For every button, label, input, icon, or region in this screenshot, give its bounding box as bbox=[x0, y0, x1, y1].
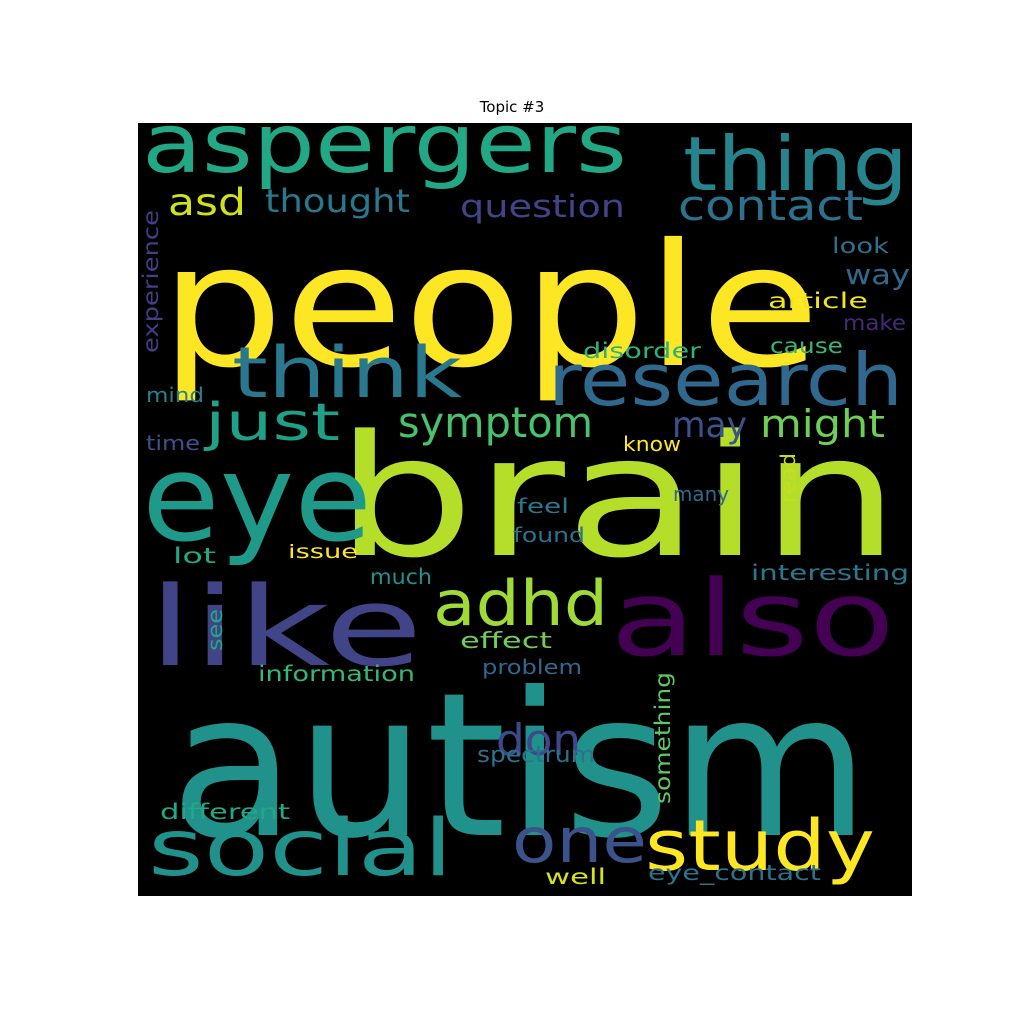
word-just: just bbox=[204, 393, 340, 453]
word-might: might bbox=[760, 402, 885, 446]
word-social: social bbox=[148, 804, 453, 894]
word-read: read bbox=[776, 453, 800, 503]
word-make: make bbox=[843, 311, 906, 335]
chart-title: Topic #3 bbox=[479, 98, 545, 116]
word-found: found bbox=[513, 523, 585, 547]
word-eye: eye bbox=[142, 430, 372, 569]
word-effect: effect bbox=[460, 629, 553, 654]
word-aspergers: aspergers bbox=[142, 97, 627, 192]
word-eye-contact: eye_contact bbox=[648, 861, 821, 886]
word-much: much bbox=[370, 565, 432, 589]
word-contact: contact bbox=[678, 181, 863, 230]
word-don: don bbox=[496, 715, 581, 766]
word-cause: cause bbox=[770, 334, 843, 358]
word-thought: thought bbox=[265, 182, 410, 220]
word-mind: mind bbox=[146, 383, 204, 407]
word-question: question bbox=[460, 189, 625, 225]
word-study: study bbox=[645, 805, 875, 887]
word-asd: asd bbox=[168, 181, 246, 224]
word-thing: thing bbox=[683, 120, 908, 208]
word-know: know bbox=[623, 432, 681, 456]
word-article: article bbox=[768, 289, 868, 313]
word-look: look bbox=[832, 234, 890, 258]
word-people: people bbox=[160, 208, 820, 406]
word-information: information bbox=[258, 662, 415, 686]
word-issue: issue bbox=[288, 541, 358, 563]
word-experience: experience bbox=[139, 210, 163, 353]
word-see: see bbox=[203, 609, 227, 651]
word-also: also bbox=[610, 558, 895, 680]
word-symptom: symptom bbox=[398, 398, 593, 447]
word-research: research bbox=[548, 338, 903, 422]
word-interesting: interesting bbox=[751, 561, 909, 585]
word-problem: problem bbox=[482, 655, 582, 679]
word-time: time bbox=[146, 431, 200, 455]
word-may: may bbox=[672, 405, 747, 446]
word-way: way bbox=[845, 258, 910, 291]
word-feel: feel bbox=[517, 494, 569, 518]
word-adhd: adhd bbox=[433, 567, 608, 640]
word-autism: autism bbox=[170, 650, 870, 883]
word-spectrum: spectrum bbox=[477, 743, 595, 768]
word-well: well bbox=[545, 865, 606, 889]
word-something: something bbox=[651, 672, 675, 804]
word-many: many bbox=[673, 482, 729, 506]
word-lot: lot bbox=[173, 544, 216, 568]
word-think: think bbox=[232, 332, 463, 414]
word-disorder: disorder bbox=[583, 339, 701, 363]
word-brain: brain bbox=[335, 399, 900, 595]
word-different: different bbox=[160, 800, 290, 824]
word-cloud-background bbox=[138, 123, 912, 896]
word-one: one bbox=[512, 804, 647, 877]
word-like: like bbox=[148, 563, 423, 691]
